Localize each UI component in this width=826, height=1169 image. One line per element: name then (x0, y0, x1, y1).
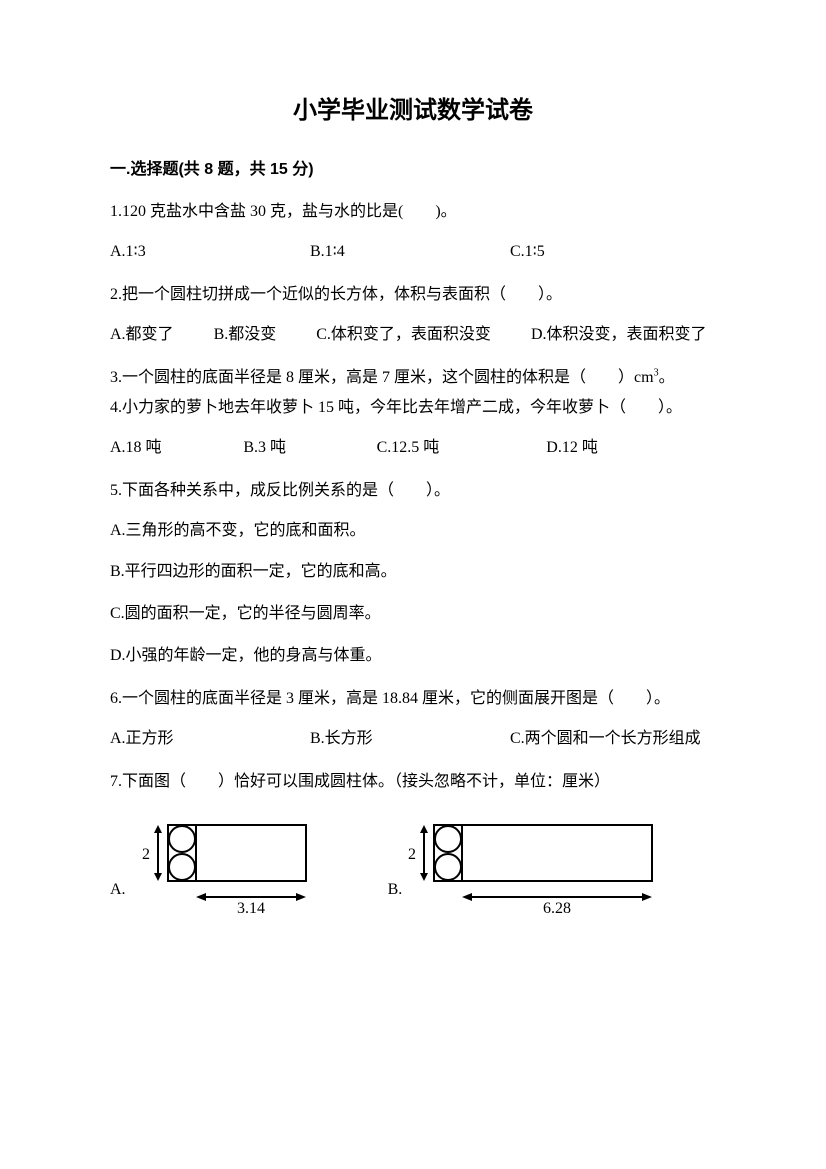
option-a: A.正方形 (110, 726, 310, 752)
question-5: 5.下面各种关系中，成反比例关系的是（ ）。 A.三角形的高不变，它的底和面积。… (110, 478, 716, 668)
svg-text:3.14: 3.14 (237, 900, 265, 915)
page-title: 小学毕业测试数学试卷 (110, 90, 716, 125)
section-header: 一.选择题(共 8 题，共 15 分) (110, 155, 716, 179)
figure-row: A. 2 3.14 B. (110, 815, 716, 915)
option-d: D.小强的年龄一定，他的身高与体重。 (110, 643, 716, 669)
question-text: 7.下面图（ ）恰好可以围成圆柱体。（接头忽略不计，单位：厘米） (110, 769, 716, 795)
options-row: A.18 吨 B.3 吨 C.12.5 吨 D.12 吨 (110, 435, 716, 461)
option-c: C.体积变了，表面积没变 (316, 322, 491, 348)
figure-label-b: B. (388, 877, 403, 903)
options-row: A.1∶3 B.1∶4 C.1∶5 (110, 239, 716, 265)
options-row: A.都变了 B.都没变 C.体积变了，表面积没变 D.体积没变，表面积变了 (110, 322, 716, 348)
figure-b-svg: 2 6.28 (404, 815, 664, 915)
question-1: 1.120 克盐水中含盐 30 克，盐与水的比是( )。 A.1∶3 B.1∶4… (110, 199, 716, 264)
figure-a: A. 2 3.14 (110, 815, 328, 915)
question-text-part1: 3.一个圆柱的底面半径是 8 厘米，高是 7 厘米，这个圆柱的体积是（ ）cm (110, 369, 654, 386)
option-b: B.长方形 (310, 726, 510, 752)
svg-text:2: 2 (142, 846, 150, 863)
option-d: D.12 吨 (546, 435, 716, 461)
question-text-part2: 。 (659, 369, 675, 386)
option-a: A.18 吨 (110, 435, 243, 461)
option-b: B.都没变 (214, 322, 277, 348)
option-b: B.平行四边形的面积一定，它的底和高。 (110, 559, 716, 585)
option-c: C.圆的面积一定，它的半径与圆周率。 (110, 601, 716, 627)
question-2: 2.把一个圆柱切拼成一个近似的长方体，体积与表面积（ ）。 A.都变了 B.都没… (110, 282, 716, 347)
question-text: 4.小力家的萝卜地去年收萝卜 15 吨，今年比去年增产二成，今年收萝卜（ ）。 (110, 395, 716, 421)
option-a: A.1∶3 (110, 239, 310, 265)
option-d: D.体积没变，表面积变了 (531, 322, 707, 348)
svg-text:2: 2 (408, 846, 416, 863)
question-text: 6.一个圆柱的底面半径是 3 厘米，高是 18.84 厘米，它的侧面展开图是（ … (110, 686, 716, 712)
figure-b: B. 2 6.28 (388, 815, 665, 915)
question-text: 1.120 克盐水中含盐 30 克，盐与水的比是( )。 (110, 199, 716, 225)
figure-label-a: A. (110, 877, 126, 903)
option-a: A.都变了 (110, 322, 174, 348)
question-4: 4.小力家的萝卜地去年收萝卜 15 吨，今年比去年增产二成，今年收萝卜（ ）。 … (110, 395, 716, 460)
question-text: 5.下面各种关系中，成反比例关系的是（ ）。 (110, 478, 716, 504)
question-7: 7.下面图（ ）恰好可以围成圆柱体。（接头忽略不计，单位：厘米） A. 2 (110, 769, 716, 915)
option-c: C.1∶5 (510, 239, 710, 265)
option-b: B.1∶4 (310, 239, 510, 265)
option-b: B.3 吨 (243, 435, 376, 461)
svg-text:6.28: 6.28 (543, 900, 571, 915)
question-text: 2.把一个圆柱切拼成一个近似的长方体，体积与表面积（ ）。 (110, 282, 716, 308)
option-c: C.两个圆和一个长方形组成 (510, 726, 710, 752)
options-row: A.正方形 B.长方形 C.两个圆和一个长方形组成 (110, 726, 716, 752)
option-c: C.12.5 吨 (377, 435, 547, 461)
option-a: A.三角形的高不变，它的底和面积。 (110, 518, 716, 544)
figure-a-svg: 2 3.14 (128, 815, 328, 915)
question-3: 3.一个圆柱的底面半径是 8 厘米，高是 7 厘米，这个圆柱的体积是（ ）cm3… (110, 365, 716, 391)
question-6: 6.一个圆柱的底面半径是 3 厘米，高是 18.84 厘米，它的侧面展开图是（ … (110, 686, 716, 751)
